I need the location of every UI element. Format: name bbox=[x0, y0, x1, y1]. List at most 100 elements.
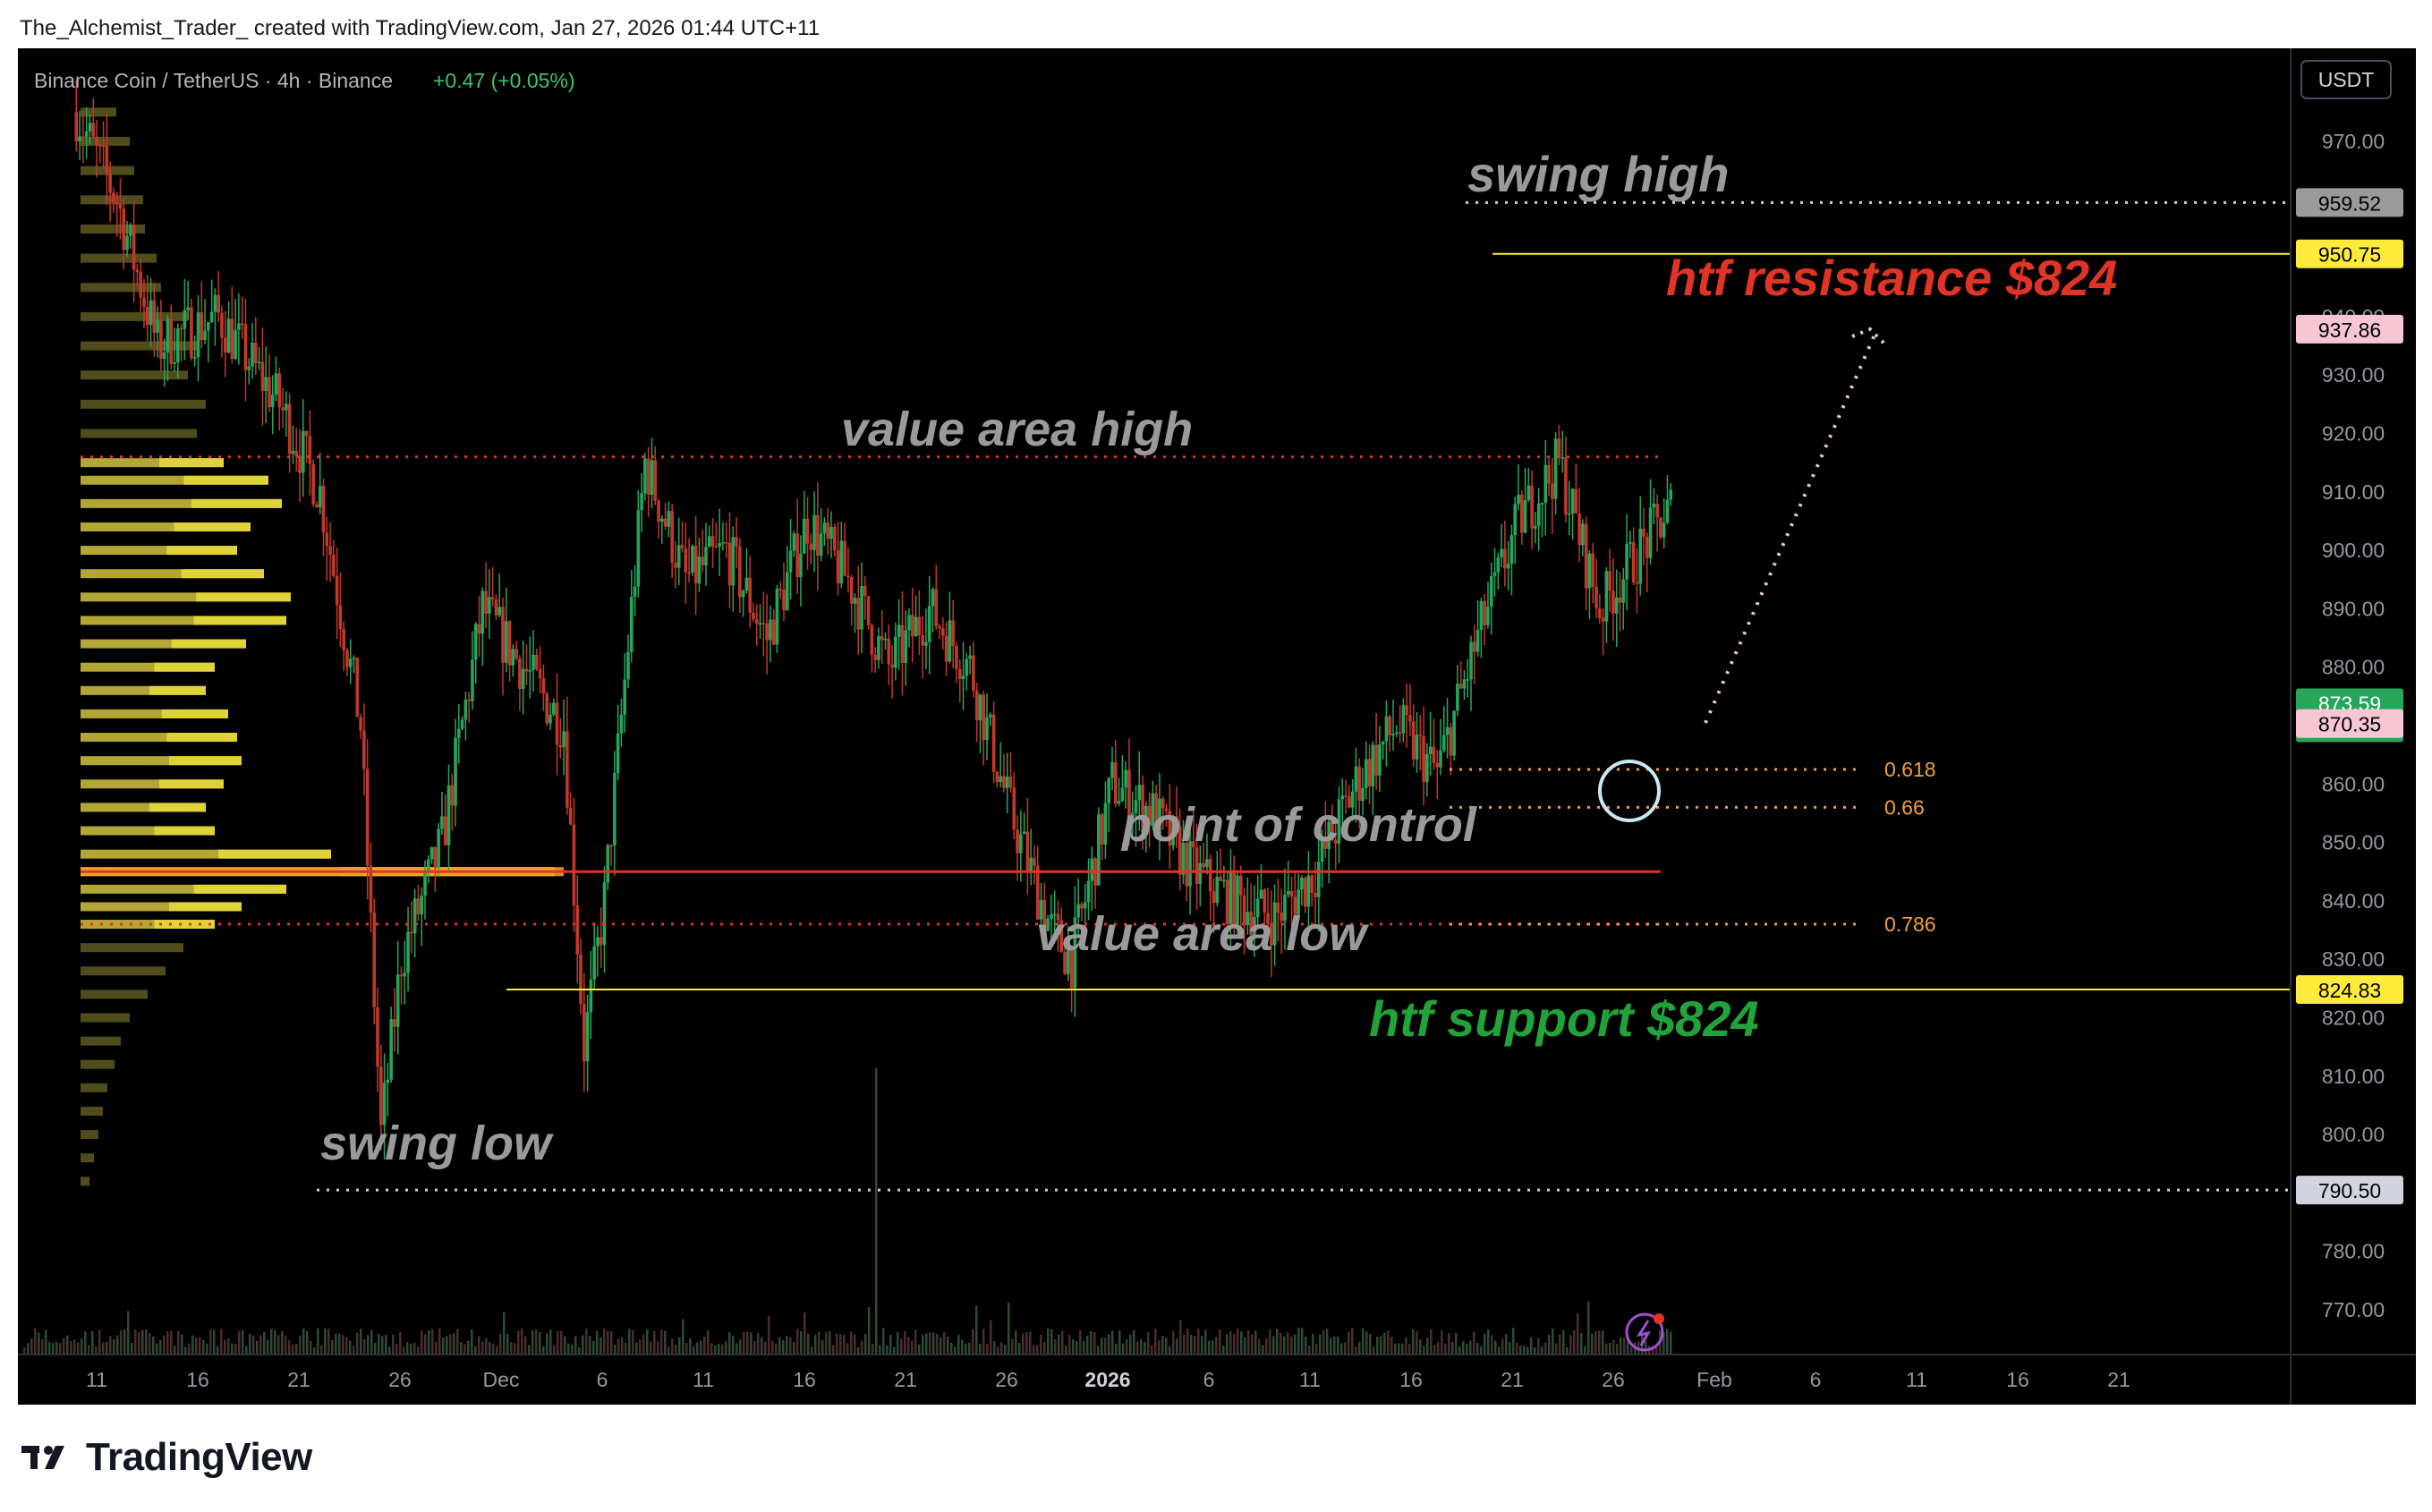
volume-bar bbox=[1265, 1338, 1268, 1355]
volume-bar bbox=[1516, 1342, 1518, 1355]
candle-body bbox=[846, 575, 850, 578]
volume-bar bbox=[460, 1342, 463, 1355]
candle-body bbox=[403, 973, 407, 977]
symbol-title[interactable]: Binance Coin / TetherUS · 4h · Binance bbox=[34, 69, 393, 92]
volume-bar bbox=[1172, 1330, 1175, 1355]
candle-body bbox=[657, 500, 660, 522]
volume-bar bbox=[327, 1329, 330, 1355]
candle-body bbox=[454, 737, 457, 806]
time-tick-label: Feb bbox=[1696, 1368, 1732, 1391]
candle-body bbox=[948, 620, 952, 662]
volume-bar bbox=[1186, 1329, 1189, 1355]
candle-body bbox=[1601, 617, 1605, 622]
candle-body bbox=[741, 590, 745, 598]
volume-profile-row-up bbox=[159, 779, 224, 789]
chart-area[interactable]: 0.618 0.66 0.786 swing high htf resistance… bbox=[18, 48, 2416, 1405]
candle-body bbox=[1337, 799, 1341, 844]
volume-bar bbox=[428, 1329, 430, 1355]
candle-body bbox=[761, 623, 766, 624]
candle-body bbox=[1144, 805, 1148, 833]
lightning-alert-icon[interactable] bbox=[1625, 1312, 1664, 1352]
candle-body bbox=[1388, 716, 1392, 735]
candle-body bbox=[778, 589, 783, 590]
volume-bar bbox=[1047, 1328, 1050, 1355]
candle-body bbox=[758, 623, 762, 624]
volume-bar bbox=[1133, 1329, 1135, 1355]
candle-body bbox=[1249, 912, 1253, 936]
volume-bar bbox=[188, 1343, 191, 1355]
volume-bar bbox=[1630, 1346, 1633, 1355]
candle-body bbox=[268, 377, 271, 408]
candle-body bbox=[1113, 762, 1118, 804]
time-tick-label: 26 bbox=[995, 1368, 1018, 1391]
volume-bar bbox=[1340, 1343, 1343, 1355]
volume-bar bbox=[1455, 1333, 1458, 1355]
candle-body bbox=[149, 300, 153, 326]
candle-body bbox=[1035, 865, 1040, 920]
candle-body bbox=[646, 458, 651, 495]
candle-body bbox=[727, 542, 732, 586]
volume-bar bbox=[1577, 1312, 1579, 1355]
volume-bar bbox=[1505, 1333, 1508, 1355]
volume-bar bbox=[224, 1339, 226, 1355]
volume-bar bbox=[227, 1338, 230, 1355]
volume-bar bbox=[59, 1343, 62, 1355]
volume-bar bbox=[542, 1346, 545, 1355]
candle-body bbox=[572, 824, 576, 905]
volume-bar bbox=[1501, 1338, 1504, 1355]
candle-body bbox=[1188, 841, 1192, 887]
tradingview-logo[interactable]: TradingView bbox=[21, 1435, 312, 1480]
time-tick-label: 6 bbox=[1810, 1368, 1822, 1391]
currency-button-label[interactable]: USDT bbox=[2318, 68, 2375, 91]
volume-bar bbox=[714, 1345, 717, 1355]
candle-body bbox=[985, 717, 989, 741]
candle-body bbox=[173, 362, 176, 364]
time-tick-label: 26 bbox=[388, 1368, 412, 1391]
candle-body bbox=[1100, 814, 1104, 845]
volume-profile-row bbox=[81, 283, 161, 293]
volume-bar bbox=[1322, 1329, 1325, 1355]
volume-bar bbox=[535, 1329, 538, 1355]
volume-bar bbox=[968, 1342, 971, 1355]
volume-bar bbox=[1104, 1338, 1107, 1355]
candle-body bbox=[342, 629, 345, 650]
volume-bar bbox=[818, 1331, 821, 1355]
candle-body bbox=[924, 641, 928, 646]
price-chart[interactable]: 0.618 0.66 0.786 swing high htf resistance… bbox=[18, 48, 2416, 1405]
volume-bar bbox=[975, 1305, 978, 1355]
candle-body bbox=[1659, 517, 1662, 538]
volume-bar bbox=[1208, 1340, 1211, 1355]
candle-body bbox=[1361, 787, 1365, 802]
volume-bar bbox=[1165, 1338, 1168, 1355]
volume-bar bbox=[1587, 1301, 1590, 1355]
candle-body bbox=[1286, 890, 1290, 895]
tradingview-logo-icon bbox=[21, 1446, 64, 1469]
candle-body bbox=[738, 546, 742, 598]
volume-bar bbox=[893, 1346, 896, 1355]
volume-bar bbox=[693, 1346, 695, 1355]
volume-bar bbox=[442, 1337, 445, 1355]
currency-button[interactable] bbox=[2300, 60, 2392, 99]
price-tags: 959.52950.75937.86873.5901:15:30870.3582… bbox=[2296, 188, 2403, 1205]
volume-bar bbox=[209, 1329, 212, 1355]
volume-bar bbox=[27, 1343, 30, 1355]
candle-body bbox=[169, 319, 174, 364]
candle-body bbox=[744, 577, 749, 591]
candle-body bbox=[190, 307, 193, 359]
volume-bar bbox=[1305, 1337, 1307, 1355]
volume-bar bbox=[191, 1335, 194, 1355]
time-axis[interactable]: 11 16 21 26 Dec 6 11 16 21 26 2026 6 11 16 21 26 Feb 6 11 1… bbox=[86, 1368, 2130, 1391]
candle-body bbox=[1560, 457, 1564, 459]
volume-bar bbox=[1408, 1344, 1411, 1355]
candle-body bbox=[1378, 744, 1382, 776]
candle-body bbox=[1574, 488, 1578, 514]
candle-body bbox=[1483, 600, 1486, 625]
volume-bar bbox=[295, 1343, 298, 1355]
volume-profile-row bbox=[81, 826, 215, 836]
volume-bar bbox=[1526, 1346, 1529, 1355]
candle-body bbox=[254, 343, 258, 363]
volume-profile-row bbox=[81, 429, 197, 438]
candle-body bbox=[752, 612, 755, 620]
candle-body bbox=[1042, 899, 1047, 931]
volume-profile-row bbox=[81, 884, 286, 894]
